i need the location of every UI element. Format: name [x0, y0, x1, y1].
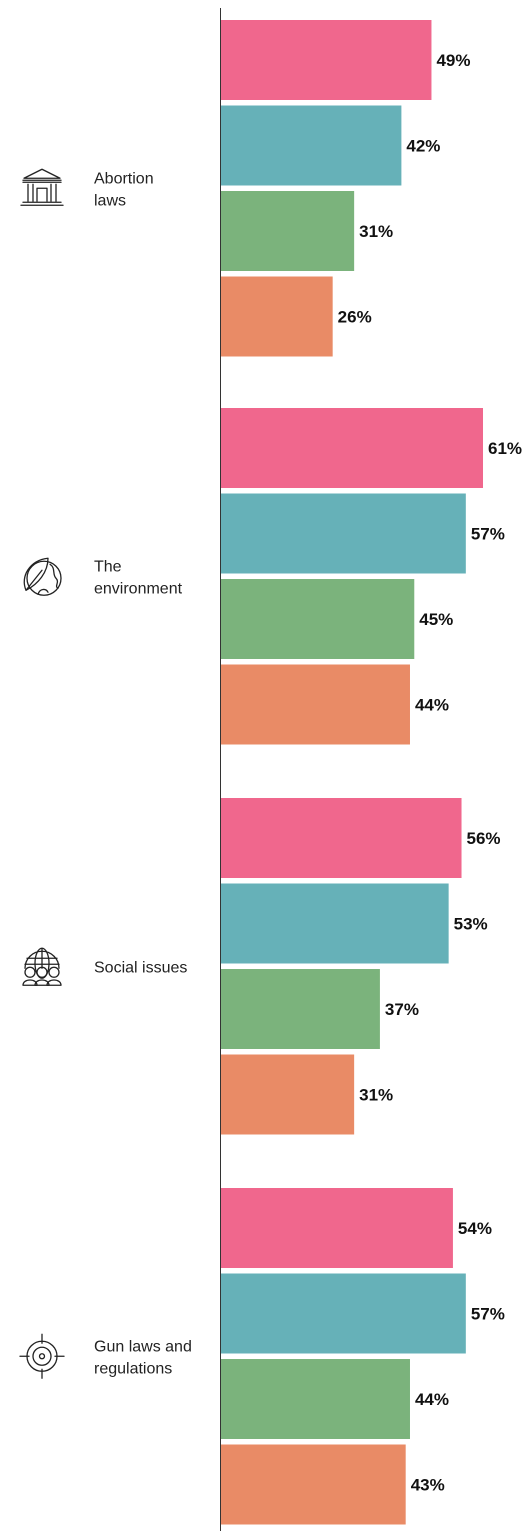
bar-value-label: 42% [406, 137, 440, 156]
bar-value-label: 57% [471, 525, 505, 544]
bar-value-label: 49% [436, 51, 470, 70]
value-labels: 49% 42% 31% 26% 61% 57% 45% 44% 56% 53% 37% 31% 54% 5… [338, 51, 522, 1495]
bar [221, 20, 432, 100]
bar-value-label: 26% [338, 308, 372, 327]
target-icon [19, 1333, 65, 1379]
category-labels: Abortion laws The environment Social issues G… [94, 170, 192, 1377]
bar-value-label: 57% [471, 1305, 505, 1324]
bar [221, 408, 483, 488]
bars [221, 20, 483, 1525]
bar [221, 276, 333, 357]
bar-value-label: 31% [359, 1086, 393, 1105]
bar [221, 798, 462, 878]
bar-value-label: 56% [467, 829, 501, 848]
bar-value-label: 37% [385, 1000, 419, 1019]
category-label: Abortion laws [94, 170, 154, 209]
bar [221, 664, 410, 745]
bar-value-label: 54% [458, 1219, 492, 1238]
leaf-globe-icon [23, 557, 62, 596]
bar [221, 493, 466, 574]
bar [221, 1188, 453, 1268]
bar-value-label: 45% [419, 610, 453, 629]
category-label: The environment [94, 558, 183, 597]
bar-value-label: 43% [411, 1476, 445, 1495]
bar [221, 969, 380, 1049]
globe-people-icon [22, 947, 62, 986]
bar [221, 1359, 410, 1439]
bar [221, 1054, 355, 1135]
bar [221, 191, 355, 271]
bar [221, 579, 415, 659]
category-label: Gun laws and regulations [94, 1338, 192, 1377]
bar [221, 883, 449, 964]
bar [221, 1273, 466, 1354]
bar-value-label: 31% [359, 222, 393, 241]
bar-value-label: 61% [488, 439, 522, 458]
bar-value-label: 44% [415, 1390, 449, 1409]
bar [221, 1444, 406, 1525]
bar [221, 105, 402, 186]
category-label: Social issues [94, 959, 187, 976]
category-icons [19, 168, 65, 1379]
courthouse-icon [20, 168, 64, 206]
bar-value-label: 44% [415, 696, 449, 715]
bar-value-label: 53% [454, 915, 488, 934]
